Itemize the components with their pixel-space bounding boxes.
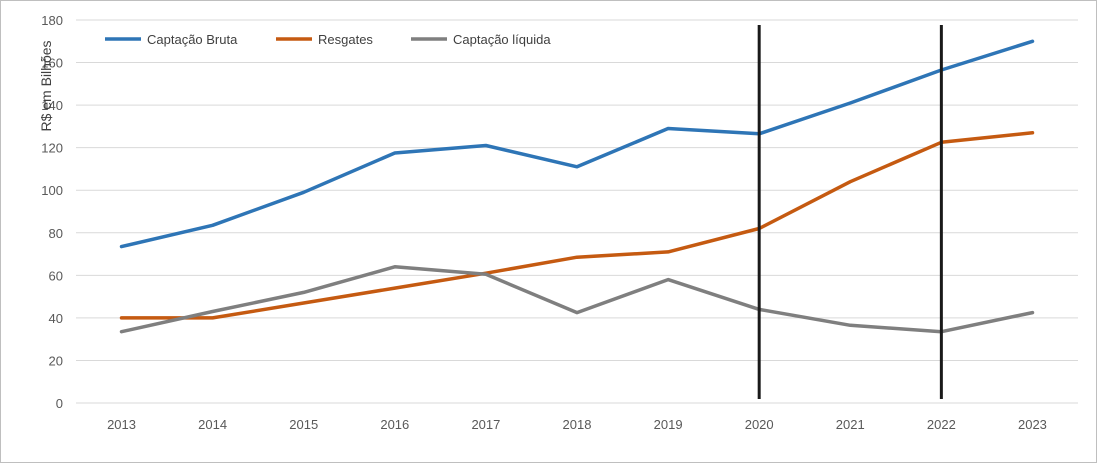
y-tick-label: 120: [41, 141, 63, 156]
data-point: [302, 191, 305, 194]
x-tick-label: 2019: [654, 417, 683, 432]
x-tick-label: 2020: [745, 417, 774, 432]
data-point: [120, 245, 123, 248]
data-point: [302, 291, 305, 294]
data-point: [575, 256, 579, 259]
data-point: [1031, 40, 1034, 43]
data-point: [120, 316, 123, 320]
y-tick-label: 80: [49, 226, 63, 241]
legend-label: Captação Bruta: [147, 32, 238, 47]
x-tick-label: 2022: [927, 417, 956, 432]
x-axis-ticks: 2013 2014 2015 2016 2017 2018 2019 2020 2021 2022…: [107, 417, 1047, 432]
y-tick-label: 20: [49, 353, 63, 368]
data-point: [393, 265, 397, 269]
legend: Captação Bruta Resgates Captação líquida: [105, 32, 551, 47]
data-point: [393, 286, 397, 290]
data-point: [484, 144, 488, 147]
data-point: [211, 224, 214, 227]
x-tick-label: 2021: [836, 417, 865, 432]
y-axis-ticks: 0 20 40 60 80 100 120 140 160 180: [41, 13, 63, 411]
y-tick-label: 0: [56, 396, 63, 411]
data-point: [849, 324, 852, 327]
y-axis-title: R$ em Bilhões: [38, 40, 54, 131]
data-point: [1031, 311, 1034, 314]
y-tick-label: 60: [49, 268, 63, 283]
series-line-capta-o-bruta: [119, 39, 1035, 249]
legend-label: Captação líquida: [453, 32, 551, 47]
data-point: [211, 316, 214, 320]
x-tick-label: 2016: [380, 417, 409, 432]
data-point: [666, 127, 670, 130]
y-tick-label: 160: [41, 56, 63, 71]
legend-label: Resgates: [318, 32, 373, 47]
x-tick-label: 2015: [289, 417, 318, 432]
data-point: [666, 250, 670, 254]
x-tick-label: 2013: [107, 417, 136, 432]
data-point: [849, 101, 852, 105]
series-line-capta-o-l-quida: [119, 265, 1035, 334]
data-point: [484, 273, 488, 276]
y-tick-label: 100: [41, 183, 63, 198]
data-point: [849, 180, 852, 183]
x-tick-label: 2018: [563, 417, 592, 432]
y-tick-label: 40: [49, 311, 63, 326]
data-point: [393, 151, 397, 155]
data-point: [575, 311, 579, 314]
data-point: [302, 301, 305, 305]
x-tick-label: 2014: [198, 417, 227, 432]
y-tick-label: 140: [41, 98, 63, 113]
gridlines: [76, 19, 1078, 404]
data-point: [666, 278, 670, 281]
y-tick-label: 180: [41, 13, 63, 28]
data-point: [120, 330, 123, 333]
data-point: [211, 310, 214, 313]
vertical-markers: [757, 25, 943, 399]
series-line-resgates: [119, 131, 1035, 320]
data-point: [575, 165, 579, 169]
x-tick-label: 2023: [1018, 417, 1047, 432]
data-point: [1031, 131, 1034, 134]
series-lines: [119, 39, 1035, 334]
x-tick-label: 2017: [471, 417, 500, 432]
